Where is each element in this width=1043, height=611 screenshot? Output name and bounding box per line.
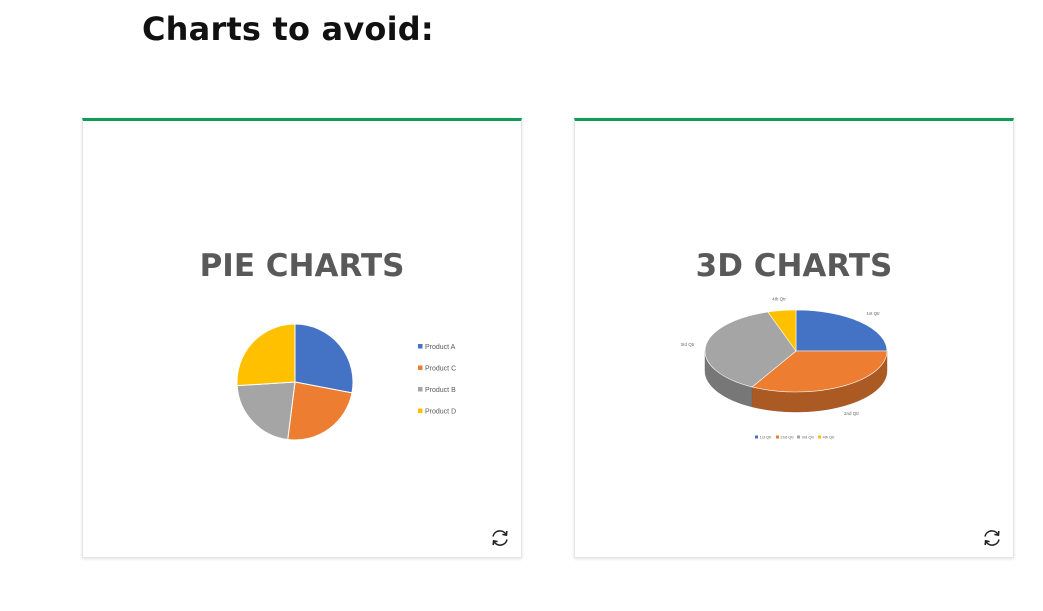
pie-charts-card[interactable]: PIE CHARTS Product A Product C Product B Pr… xyxy=(82,118,522,558)
legend-label-product-b: Product B xyxy=(425,387,456,394)
slice-label-1st-qtr: 1st Qtr xyxy=(866,311,880,316)
pie-slice-3rd-qtr xyxy=(704,311,797,388)
pie-slice-product-b xyxy=(236,381,296,441)
slice-label-4th-qtr: 4th Qtr xyxy=(772,297,786,302)
3d-pie-chart: 1st Qtr 2nd Qtr 3rd Qtr 4th Qtr 1st Qtr 2nd … xyxy=(680,297,888,440)
flip-card-button[interactable] xyxy=(981,527,1003,549)
legend-swatch-2nd-qtr xyxy=(776,435,779,439)
flip-card-button[interactable] xyxy=(489,527,511,549)
3d-charts-card[interactable]: 3D CHARTS 1st Qtr 2nd Qtr 3rd Qtr 4th Qtr 1… xyxy=(574,118,1014,558)
card-title-3d-charts: 3D CHARTS xyxy=(695,248,893,284)
pie-slice-1st-qtr xyxy=(795,309,888,352)
pie-slice-product-a xyxy=(294,323,354,394)
legend-label-product-d: Product D xyxy=(425,409,456,416)
legend-label-product-a: Product A xyxy=(425,344,456,351)
legend-swatch-product-d xyxy=(418,408,423,413)
legend-swatch-4th-qtr xyxy=(818,435,821,439)
pie-chart: Product A Product C Product B Product D xyxy=(236,323,456,441)
legend-swatch-product-b xyxy=(418,387,423,392)
legend-swatch-1st-qtr xyxy=(755,435,758,439)
legend-label-product-c: Product C xyxy=(425,366,456,373)
legend-swatch-3rd-qtr xyxy=(797,435,800,439)
legend-swatch-product-a xyxy=(418,344,423,349)
refresh-icon xyxy=(984,530,1000,546)
refresh-icon xyxy=(492,530,508,546)
pie-slice-product-c xyxy=(287,381,353,441)
pie-slice-4th-qtr xyxy=(767,309,797,352)
legend-label-2nd-qtr: 2nd Qtr xyxy=(781,435,795,440)
slice-label-3rd-qtr: 3rd Qtr xyxy=(680,342,695,347)
page-title: Charts to avoid: xyxy=(142,10,434,48)
legend-label-1st-qtr: 1st Qtr xyxy=(760,435,773,440)
legend-label-3rd-qtr: 3rd Qtr xyxy=(802,435,815,440)
legend-swatch-product-c xyxy=(418,365,423,370)
pie-slice-2nd-qtr xyxy=(751,350,888,393)
pie-slice-product-d xyxy=(236,323,296,387)
card-title-pie-charts: PIE CHARTS xyxy=(199,248,405,284)
slice-label-2nd-qtr: 2nd Qtr xyxy=(844,411,860,416)
legend-label-4th-qtr: 4th Qtr xyxy=(823,435,836,440)
